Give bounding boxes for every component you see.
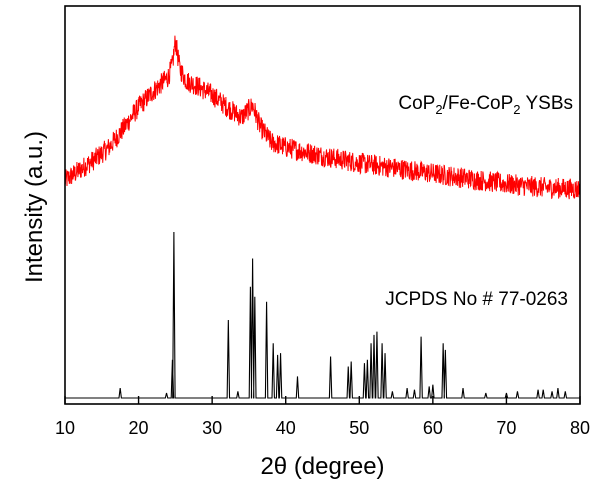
x-axis-title: 2θ (degree) [260,453,384,480]
x-tick-label: 60 [423,418,443,438]
sample-label-sub1: 2 [435,102,442,117]
reference-xrd-trace [65,231,580,399]
x-tick-label: 40 [276,418,296,438]
y-axis-title: Intensity (a.u.) [21,131,48,283]
x-tick-label: 20 [129,418,149,438]
x-tick-label: 10 [55,418,75,438]
sample-xrd-trace [64,35,581,200]
sample-label-mid: /Fe-CoP [443,93,514,114]
x-tick-label: 80 [570,418,590,438]
plot-area [64,35,581,399]
sample-label-main: CoP [398,93,435,114]
sample-label: CoP2/Fe-CoP2 YSBs [398,93,573,117]
reference-label: JCPDS No # 77-0263 [385,289,568,310]
plot-frame [64,5,581,405]
x-tick-label: 30 [202,418,222,438]
x-tick-label: 70 [496,418,516,438]
x-tick-label: 50 [349,418,369,438]
sample-label-sub2: 2 [513,102,520,117]
sample-label-tail: YSBs [521,93,573,114]
x-axis-ticks: 10 20 30 40 50 60 70 80 [55,396,590,438]
